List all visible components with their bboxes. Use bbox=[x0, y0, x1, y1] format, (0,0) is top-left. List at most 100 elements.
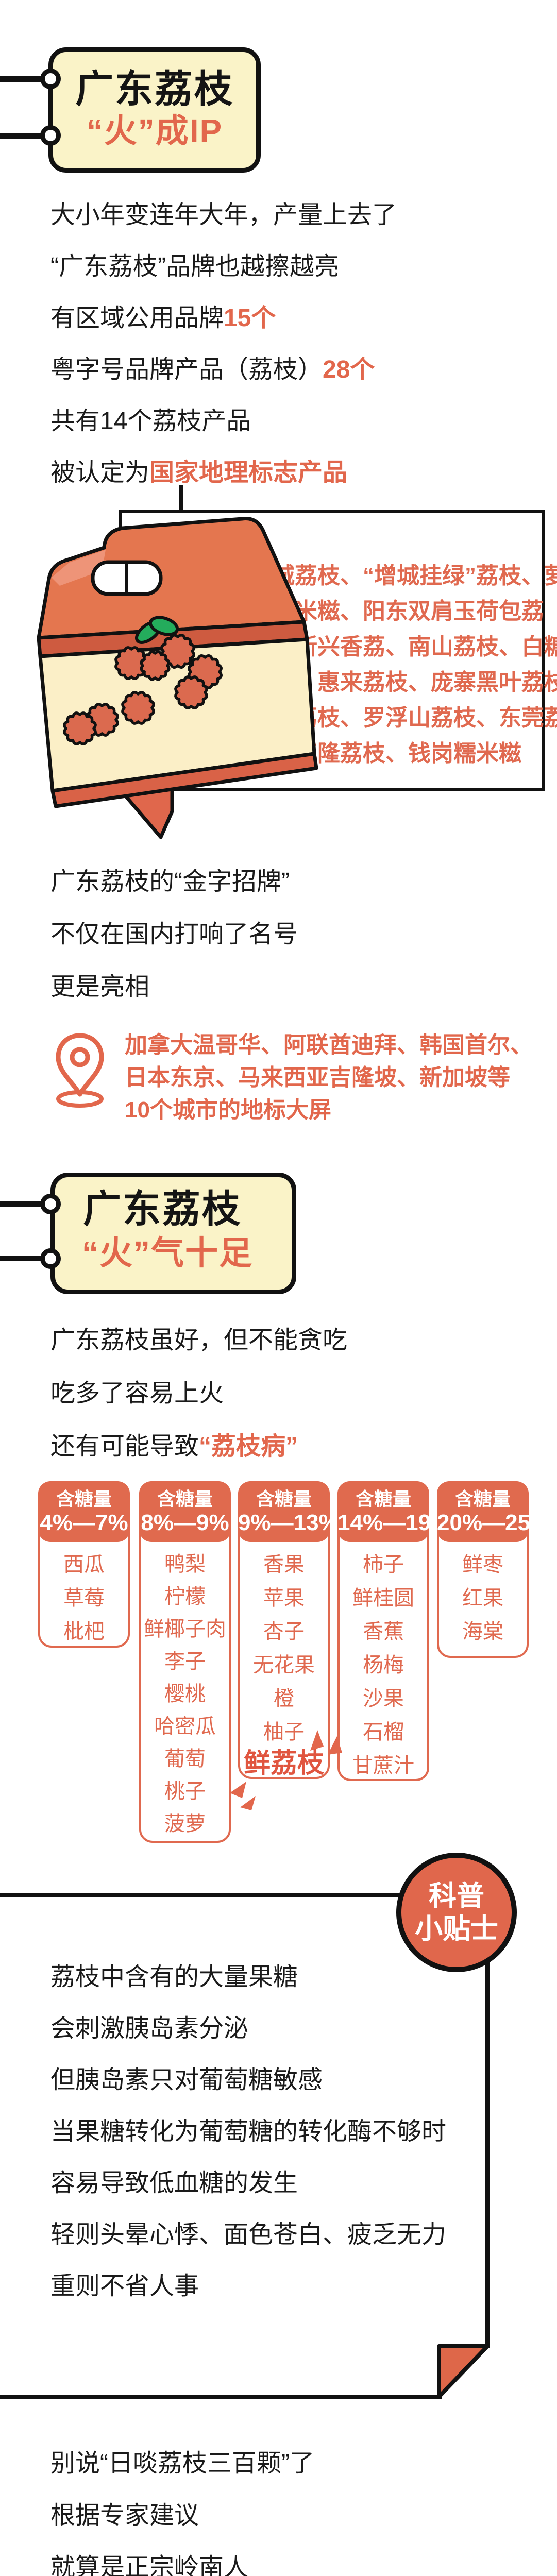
section-header-ip: 广东荔枝 “火”成IP bbox=[48, 47, 261, 173]
sugar-column: 含糖量 4%—7% 西瓜 草莓 枇杷 bbox=[38, 1481, 130, 1648]
bubble-connector-line bbox=[179, 485, 183, 511]
section2-subtitle: “火”气十足 bbox=[82, 1234, 253, 1272]
fruit-item: 苹果 bbox=[263, 1587, 305, 1609]
section-header-fire: 广东荔枝 “火”气十足 bbox=[50, 1173, 296, 1294]
text-line: 根据专家建议 bbox=[50, 2502, 199, 2529]
fruit-item: 鲜枣 bbox=[462, 1553, 503, 1576]
science-tips-badge: 科普 小贴士 bbox=[396, 1853, 517, 1972]
text-line: 日本东京、马来西亚吉隆坡、新加坡等 bbox=[125, 1065, 510, 1090]
fruit-item: 李子 bbox=[164, 1650, 206, 1673]
closing-paragraph: 别说“日啖荔枝三百颗”了根据专家建议就算是正宗岭南人也只能“日啖荔枝三百克”！！… bbox=[50, 2437, 372, 2576]
ring-connector-icon bbox=[40, 1248, 61, 1269]
spark-icon bbox=[310, 1730, 342, 1755]
fruit-item: 柚子 bbox=[263, 1721, 305, 1743]
arrow-icon bbox=[230, 1782, 256, 1810]
text-line: 粤字号品牌产品（荔枝）28个 bbox=[50, 356, 375, 383]
fruit-item: 柠檬 bbox=[164, 1585, 206, 1608]
sugar-column: 含糖量 9%—13% 香果苹果杏子无花果橙柚子鲜荔枝 bbox=[238, 1481, 339, 1779]
tips-box-right-border bbox=[485, 1893, 490, 2348]
fruit-item: 桃子 bbox=[164, 1780, 206, 1803]
fruit-item: 无花果 bbox=[253, 1654, 315, 1676]
text-line: 广东荔枝的“金字招牌” bbox=[50, 868, 290, 895]
fold-corner-icon bbox=[437, 2344, 490, 2399]
text-line: 但胰岛素只对葡萄糖敏感 bbox=[50, 2066, 323, 2094]
section2-title: 广东荔枝 bbox=[83, 1188, 242, 1230]
badge-line: 科普 bbox=[429, 1880, 484, 1911]
fruit-item: 哈密瓜 bbox=[154, 1715, 216, 1738]
golden-sign-paragraph: 广东荔枝的“金字招牌” 不仅在国内打响了名号 更是亮相 bbox=[50, 856, 298, 1013]
fruit-item: 西瓜 bbox=[63, 1553, 105, 1576]
lychee-icon bbox=[121, 691, 155, 725]
tips-box-bottom-border bbox=[0, 2395, 442, 2399]
fruit-item: 草莓 bbox=[63, 1587, 105, 1609]
text-line: 大小年变连年大年，产量上去了 bbox=[50, 201, 397, 229]
tips-box-top-border bbox=[0, 1893, 490, 1897]
text-line: 不仅在国内打响了名号 bbox=[50, 921, 298, 948]
fruit-item: 枇杷 bbox=[63, 1620, 105, 1643]
fruit-item: 甘蔗汁 bbox=[352, 1754, 414, 1777]
text-line: 荔枝中含有的大量果糖 bbox=[50, 1963, 298, 1991]
fruit-item: 沙果 bbox=[363, 1687, 404, 1710]
text-line: 当果糖转化为葡萄糖的转化酶不够时 bbox=[50, 2118, 447, 2145]
text-line: 就算是正宗岭南人 bbox=[50, 2554, 249, 2576]
text-line: 还有可能导致“荔枝病” bbox=[50, 1433, 298, 1460]
card-connector-bar bbox=[0, 1201, 45, 1207]
gift-box-illustration bbox=[37, 517, 318, 808]
fruit-item: 橙 bbox=[274, 1687, 294, 1710]
fruit-item: 石榴 bbox=[363, 1721, 404, 1743]
text-line: 被认定为国家地理标志产品 bbox=[50, 459, 348, 486]
fruit-item: 红果 bbox=[462, 1587, 503, 1609]
fruit-item: 海棠 bbox=[462, 1620, 503, 1643]
text-line: 有区域公用品牌15个 bbox=[50, 304, 276, 332]
science-tips-paragraph: 荔枝中含有的大量果糖 会刺激胰岛素分泌但胰岛素只对葡萄糖敏感当果糖转化为葡萄糖的转… bbox=[50, 1952, 446, 2312]
section1-title: 广东荔枝 bbox=[75, 67, 234, 110]
lychee-cluster-icon bbox=[63, 634, 223, 745]
fruit-item: 杨梅 bbox=[363, 1654, 404, 1676]
intro-paragraph: 大小年变连年大年，产量上去了 “广东荔枝”品牌也越擦越亮 有区域公用品牌15个 粤字号… bbox=[50, 190, 397, 499]
cities-callout-text: 加拿大温哥华、阿联酋迪拜、韩国首尔、 日本东京、马来西亚吉隆坡、新加坡等 10个城市… bbox=[125, 1029, 533, 1126]
lychee-icon bbox=[63, 711, 97, 745]
ring-connector-icon bbox=[40, 1194, 61, 1214]
giftbox-bottom-band bbox=[50, 752, 318, 808]
text-line: 共有14个荔枝产品 bbox=[50, 408, 251, 435]
card-connector-bar bbox=[0, 76, 45, 82]
giftbox-lid-highlight bbox=[52, 550, 106, 586]
fruit-item: 葡萄 bbox=[164, 1748, 206, 1770]
ring-connector-icon bbox=[40, 69, 61, 89]
lychee-icon bbox=[140, 650, 171, 681]
text-line: 加拿大温哥华、阿联酋迪拜、韩国首尔、 bbox=[125, 1032, 533, 1058]
fire-paragraph: 广东荔枝虽好，但不能贪吃 吃多了容易上火还有可能导致“荔枝病” bbox=[50, 1314, 347, 1473]
fruit-item: 香果 bbox=[263, 1553, 305, 1576]
sugar-column-header: 含糖量 14%—19% bbox=[337, 1481, 451, 1542]
text-line: 更是亮相 bbox=[50, 973, 150, 1001]
text-line: 重则不省人事 bbox=[50, 2273, 199, 2300]
text-line: 别说“日啖荔枝三百颗”了 bbox=[50, 2450, 314, 2477]
fruit-item: 香蕉 bbox=[363, 1620, 404, 1643]
sugar-column: 含糖量 14%—19% 柿子鲜桂圆香蕉杨梅沙果石榴甘蔗汁 bbox=[337, 1481, 451, 1781]
text-line: 增城荔枝、“增城挂绿”荔枝、萝 bbox=[249, 563, 557, 588]
sugar-column: 含糖量 20%—25% 鲜枣 红果 海棠 bbox=[437, 1481, 550, 1658]
text-line: 广东荔枝虽好，但不能贪吃 bbox=[50, 1327, 348, 1354]
map-pin-icon bbox=[56, 1033, 104, 1108]
lychee-icon bbox=[174, 675, 208, 709]
fruit-item: 菠萝 bbox=[164, 1812, 206, 1835]
ring-connector-icon bbox=[40, 125, 61, 146]
lychee-icon bbox=[160, 634, 195, 669]
fruit-item: 鲜桂圆 bbox=[352, 1587, 414, 1609]
sugar-column-header: 含糖量 9%—13% bbox=[238, 1481, 339, 1542]
giftbox-lid bbox=[37, 517, 306, 640]
fruit-item: 鸭梨 bbox=[164, 1553, 206, 1575]
highlighted-fruit-item: 鲜荔枝 bbox=[243, 1749, 324, 1778]
text-line: 会刺激胰岛素分泌 bbox=[50, 2015, 249, 2042]
card-connector-bar bbox=[0, 1256, 45, 1261]
leaf-icon bbox=[148, 616, 179, 636]
text-line: 容易导致低血糖的发生 bbox=[50, 2170, 298, 2197]
badge-line: 小贴士 bbox=[415, 1913, 498, 1944]
section1-subtitle: “火”成IP bbox=[86, 112, 223, 149]
fruit-item: 鲜椰子肉 bbox=[144, 1618, 226, 1640]
fruit-item: 杏子 bbox=[263, 1620, 305, 1643]
text-line: 吃多了容易上火 bbox=[50, 1380, 224, 1407]
fruit-item: 柿子 bbox=[363, 1553, 404, 1576]
card-connector-bar bbox=[0, 133, 45, 139]
